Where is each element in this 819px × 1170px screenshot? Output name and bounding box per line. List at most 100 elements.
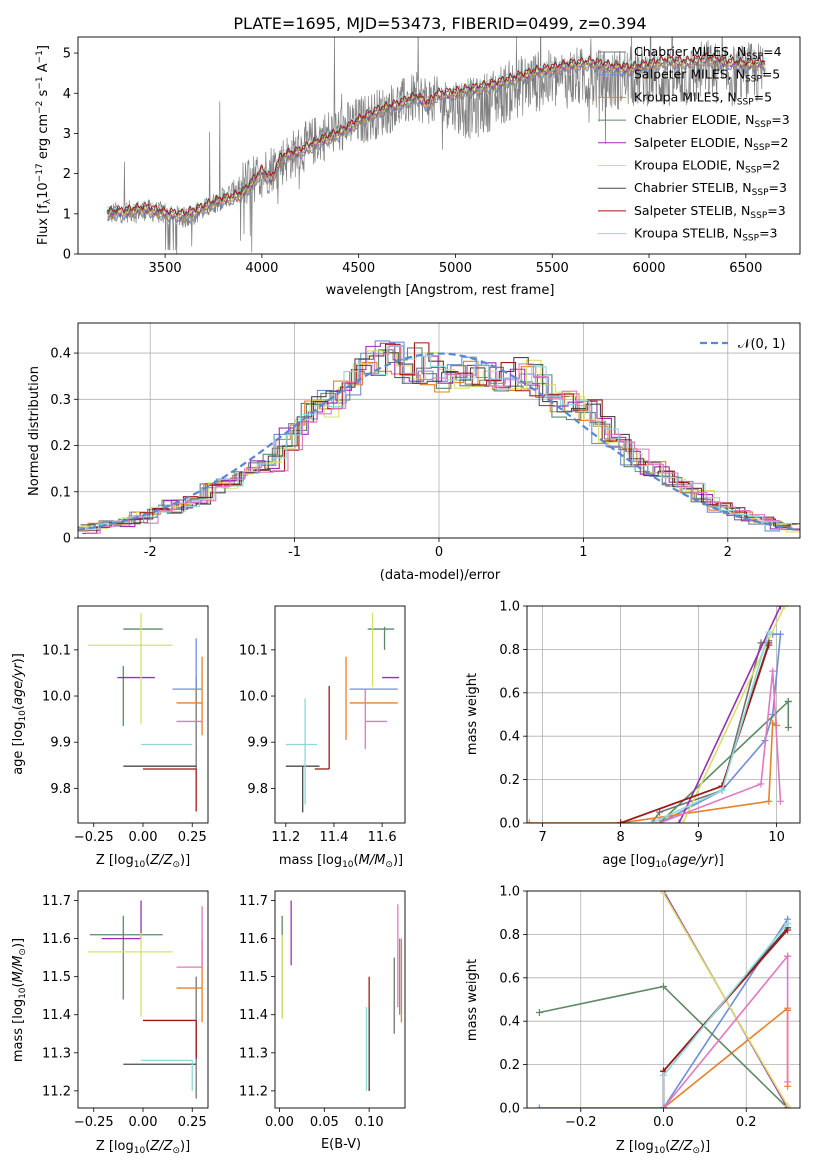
model-spectrum-7 — [106, 51, 766, 216]
x-tick-label: 0.10 — [355, 1115, 384, 1130]
x-axis-label: E(B-V) — [321, 1137, 361, 1152]
weight-marker — [765, 641, 773, 649]
weight-marker — [780, 606, 788, 610]
x-tick-label: 0.00 — [129, 830, 158, 845]
error-bars — [87, 900, 203, 1099]
histograms — [78, 340, 800, 534]
y-tick-label: 0.4 — [50, 347, 71, 362]
weight-marker — [660, 891, 667, 897]
weight-vs-z-panel: −0.2 0.0 0.2 0.0 0.2 0.4 0.6 0.8 1.0 Z [log10(Z/Z… — [465, 885, 801, 1156]
y-tick-label: 11.7 — [239, 894, 268, 909]
histogram-9 — [85, 345, 800, 534]
legend-label: Chabrier STELIB, NSSP=3 — [634, 180, 787, 198]
weight-marker — [784, 926, 792, 934]
y-tick-label: 3 — [63, 127, 71, 142]
weight-marker — [660, 1071, 667, 1079]
age-vs-mass-panel: 11.2 11.4 11.6 9.8 9.9 10.0 10.1 mass [log10(M/… — [239, 605, 406, 870]
y-tick-label: 11.3 — [42, 1046, 71, 1061]
axes-frame — [274, 605, 406, 824]
weight-marker — [660, 1104, 667, 1108]
weight-marker — [765, 797, 773, 805]
y-tick-label: 2 — [63, 167, 71, 182]
x-tick-label: 0 — [435, 545, 443, 560]
y-axis-label: mass [log10(M/M⊙)] — [11, 938, 28, 1062]
y-tick-label: 4 — [63, 87, 71, 102]
weight-marker — [784, 724, 792, 732]
x-tick-label: -1 — [288, 545, 301, 560]
x-tick-label: 0.2 — [736, 1115, 757, 1130]
y-tick-label: 9.8 — [50, 782, 71, 797]
x-tick-label: -2 — [144, 545, 157, 560]
weight-lines — [535, 891, 792, 1108]
y-tick-label: 0.2 — [499, 773, 520, 788]
weight-marker — [617, 819, 625, 823]
x-axis-label: Z [log10(Z/Z⊙)] — [96, 1139, 190, 1156]
x-tick-label: 5000 — [439, 261, 472, 276]
y-tick-label: 11.5 — [42, 970, 71, 985]
y-tick-label: 11.6 — [42, 932, 71, 947]
x-tick-label: 2 — [724, 545, 732, 560]
weight-marker — [777, 606, 784, 610]
y-tick-label: 0 — [63, 248, 71, 263]
weight-marker — [777, 630, 784, 638]
y-axis-label: Flux [fλ10−17 erg cm−2 s−1 A−1] — [35, 45, 53, 245]
mass-vs-z-panel: −0.25 0.00 0.25 11.2 11.3 11.4 11.5 11.6 11.7 Z [… — [11, 890, 209, 1156]
y-tick-label: 0 — [63, 532, 71, 547]
y-tick-label: 1 — [63, 207, 71, 222]
weight-marker — [660, 982, 667, 990]
y-tick-label: 0.0 — [499, 817, 520, 832]
x-tick-label: 0.05 — [310, 1115, 339, 1130]
legend-label: Salpeter MILES, NSSP=5 — [634, 67, 780, 85]
weight-marker — [535, 1009, 543, 1017]
x-axis-label: Z [log10(Z/Z⊙)] — [96, 853, 190, 870]
x-tick-label: 3500 — [149, 261, 182, 276]
y-tick-label: 9.8 — [247, 782, 268, 797]
y-tick-label: 11.2 — [239, 1084, 268, 1099]
x-tick-label: 6500 — [729, 261, 762, 276]
weight-marker — [784, 1102, 792, 1108]
y-tick-label: 1.0 — [499, 600, 520, 615]
y-tick-label: 11.3 — [239, 1046, 268, 1061]
histogram-8 — [84, 345, 800, 531]
x-tick-label: 6000 — [632, 261, 665, 276]
y-tick-label: 0.0 — [499, 1102, 520, 1117]
weight-marker — [784, 1078, 792, 1086]
error-bars — [87, 612, 203, 812]
y-tick-label: 0.4 — [499, 730, 520, 745]
x-tick-label: 10 — [768, 830, 785, 845]
x-tick-label: 11.6 — [368, 830, 397, 845]
x-tick-label: 0.00 — [129, 1115, 158, 1130]
weight-line-4 — [678, 606, 785, 823]
x-tick-label: 1 — [579, 545, 587, 560]
axes-frame — [77, 36, 801, 255]
age-vs-z-panel: −0.25 0.00 0.25 9.8 9.9 10.0 10.1 Z [log10(Z/Z⊙… — [11, 605, 209, 870]
x-tick-label: 0.0 — [653, 1115, 674, 1130]
weight-marker — [765, 628, 773, 636]
weight-marker — [656, 808, 664, 816]
legend-label: Kroupa STELIB, NSSP=3 — [634, 226, 778, 244]
y-tick-label: 0.4 — [499, 1015, 520, 1030]
legend-label: 𝒩(0, 1) — [738, 337, 785, 352]
x-axis-label: wavelength [Angstrom, rest frame] — [326, 283, 555, 298]
x-tick-label: 11.4 — [320, 830, 349, 845]
y-tick-label: 0.8 — [499, 928, 520, 943]
x-axis-label: (data-model)/error — [380, 568, 501, 583]
y-tick-label: 0.1 — [50, 485, 71, 500]
y-axis-label: mass weight — [465, 959, 480, 1041]
x-tick-label: −0.25 — [74, 1115, 114, 1130]
axes-frame — [77, 890, 209, 1109]
y-tick-label: 10.1 — [42, 643, 71, 658]
weight-line-3 — [659, 699, 790, 823]
weight-marker — [648, 819, 656, 823]
spectrum-panel: 3500 4000 4500 5000 5500 6000 6500 0 1 2 3 4 5 Chabri… — [35, 36, 801, 298]
weight-marker — [777, 797, 784, 805]
x-tick-label: 0.00 — [265, 1115, 294, 1130]
legend-label: Salpeter STELIB, NSSP=3 — [634, 203, 786, 221]
y-axis-label: mass weight — [465, 673, 480, 755]
y-axis-label: age [log10(age/yr)] — [11, 653, 28, 775]
axes-frame — [77, 322, 801, 539]
y-tick-label: 11.6 — [239, 932, 268, 947]
x-axis-label: age [log10(age/yr)] — [602, 853, 724, 870]
y-tick-label: 5 — [63, 47, 71, 62]
